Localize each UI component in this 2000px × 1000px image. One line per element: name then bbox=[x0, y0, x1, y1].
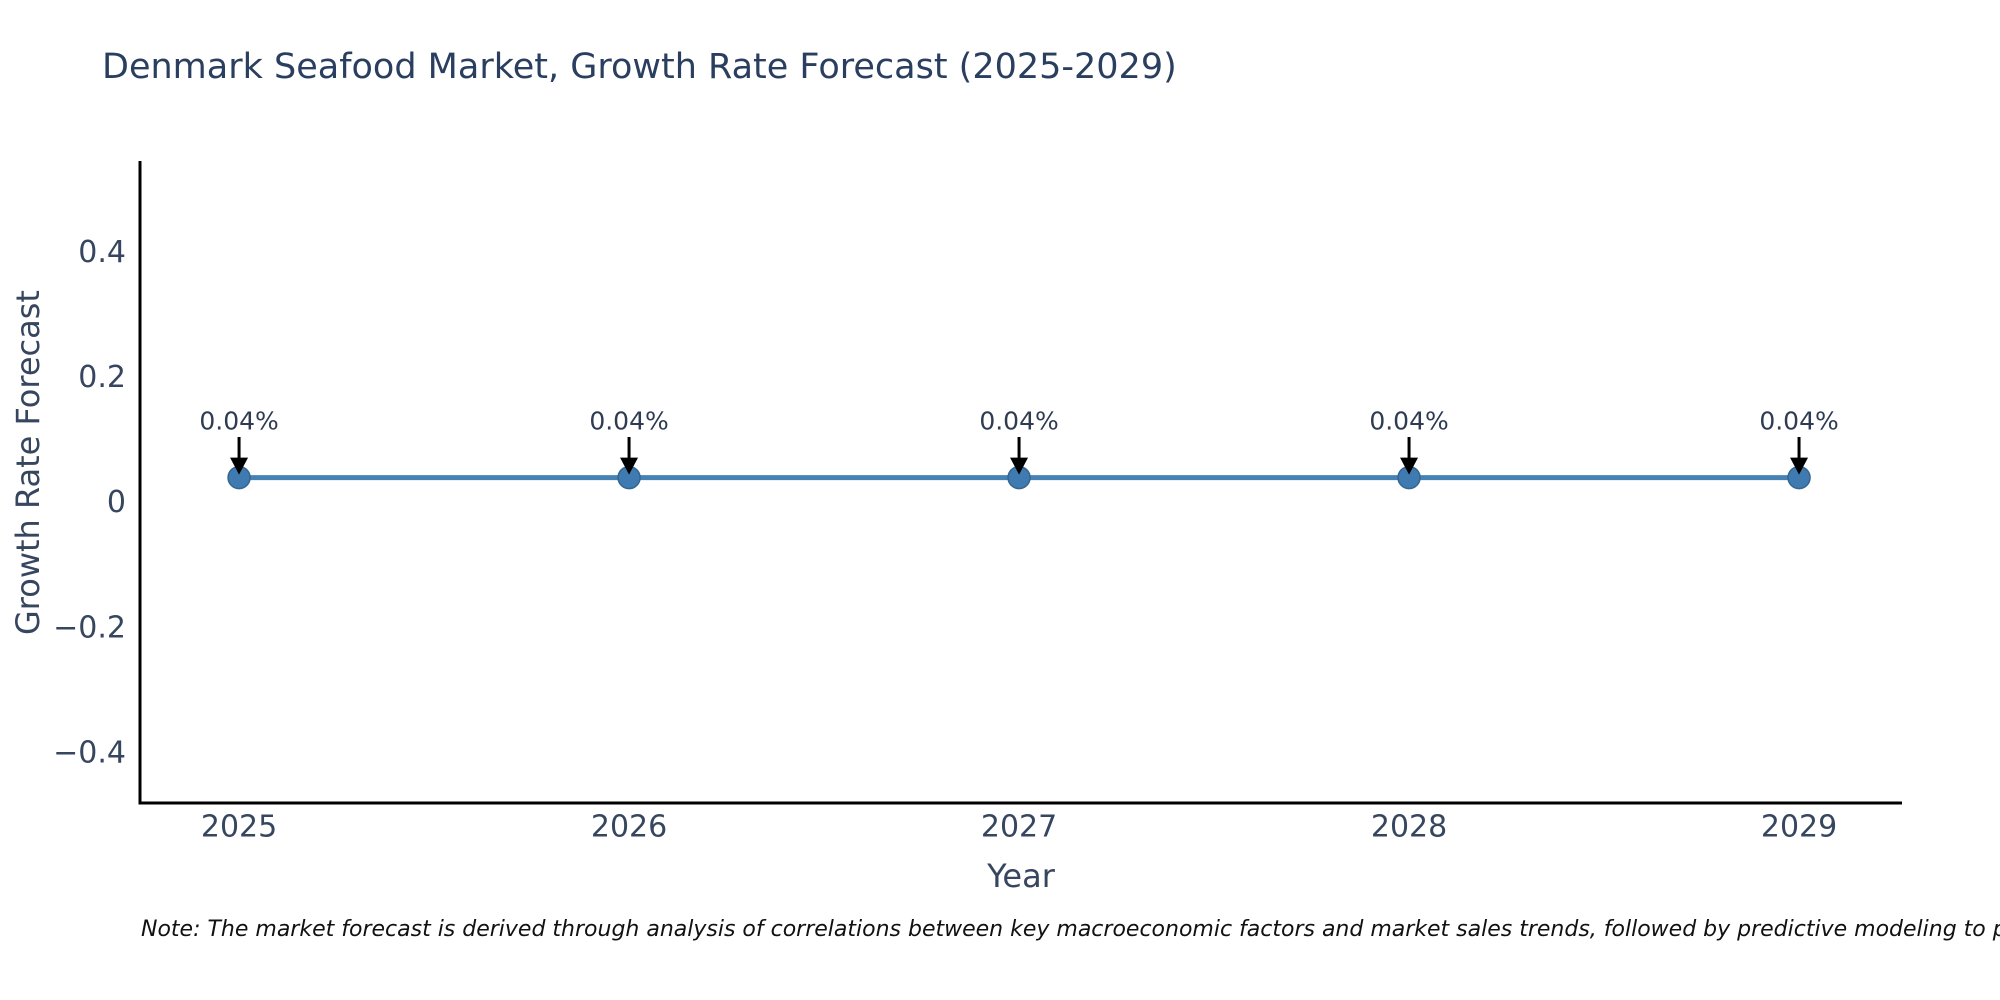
point-value-label: 0.04% bbox=[199, 407, 278, 436]
annotation-arrowhead-icon bbox=[230, 457, 249, 475]
x-axis-title: Year bbox=[987, 857, 1055, 895]
point-value-label: 0.04% bbox=[1759, 407, 1838, 436]
annotation-arrowhead-icon bbox=[620, 457, 639, 475]
annotation-arrowhead-icon bbox=[1400, 457, 1419, 475]
annotation-arrowhead-icon bbox=[1010, 457, 1029, 475]
point-value-label: 0.04% bbox=[1369, 407, 1448, 436]
chart-title: Denmark Seafood Market, Growth Rate Fore… bbox=[102, 47, 1177, 87]
y-tick-label: −0.2 bbox=[53, 610, 126, 645]
y-tick-label: 0 bbox=[107, 485, 126, 520]
x-tick-label: 2028 bbox=[1371, 810, 1447, 845]
x-tick-label: 2026 bbox=[591, 810, 667, 845]
y-tick-label: 0.2 bbox=[78, 360, 126, 395]
footnote-text: Note: The market forecast is derived thr… bbox=[141, 917, 2000, 942]
x-tick-label: 2027 bbox=[981, 810, 1057, 845]
point-value-label: 0.04% bbox=[979, 407, 1058, 436]
point-value-label: 0.04% bbox=[589, 407, 668, 436]
x-tick-label: 2029 bbox=[1761, 810, 1837, 845]
y-tick-label: 0.4 bbox=[78, 235, 126, 270]
x-tick-label: 2025 bbox=[201, 810, 277, 845]
y-tick-label: −0.4 bbox=[53, 735, 126, 770]
annotation-arrowhead-icon bbox=[1790, 457, 1809, 475]
